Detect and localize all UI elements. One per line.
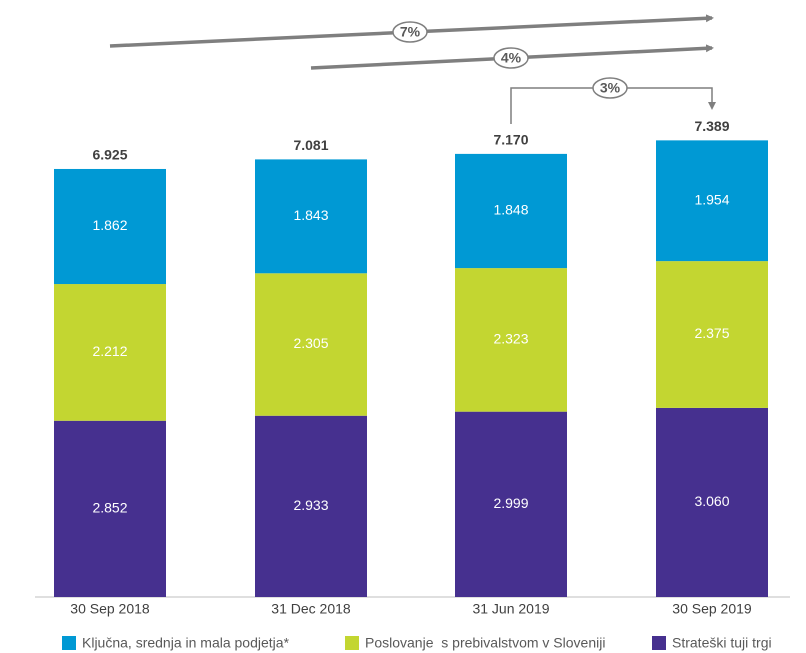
data-label: 2.305	[293, 335, 328, 351]
growth-label: 3%	[600, 80, 621, 96]
bar-segment	[54, 284, 166, 421]
legend-swatch	[62, 636, 76, 650]
legend-swatch	[345, 636, 359, 650]
bar-segment	[54, 420, 166, 597]
bar-segment	[656, 140, 768, 262]
data-label: 1.843	[293, 207, 328, 223]
x-tick-label: 30 Sep 2019	[672, 601, 752, 617]
data-label: 2.933	[293, 497, 328, 513]
bar-segment	[54, 168, 166, 285]
x-tick-label: 31 Dec 2018	[271, 601, 351, 617]
data-label: 3.060	[694, 493, 729, 509]
x-tick-label: 31 Jun 2019	[472, 601, 549, 617]
total-label: 7.389	[694, 118, 729, 134]
data-label: 2.852	[92, 500, 127, 516]
data-label: 1.954	[694, 191, 729, 207]
growth-badge	[493, 47, 529, 69]
data-label: 2.323	[493, 331, 528, 347]
legend-label: Poslovanje s prebivalstvom v Sloveniji	[365, 635, 605, 651]
legend-label: Ključna, srednja in mala podjetja*	[82, 635, 290, 651]
bar-segment	[455, 268, 567, 412]
bar-segment	[656, 407, 768, 597]
bar-segment	[255, 415, 367, 597]
data-label: 2.375	[694, 325, 729, 341]
total-label: 7.081	[293, 137, 328, 153]
growth-label: 7%	[400, 24, 421, 40]
legend-label: Strateški tuji trgi	[672, 635, 772, 651]
data-label: 1.848	[493, 202, 528, 218]
total-label: 7.170	[493, 132, 528, 148]
data-label: 1.862	[92, 217, 127, 233]
data-label: 2.212	[92, 343, 127, 359]
legend-swatch	[652, 636, 666, 650]
total-label: 6.925	[92, 147, 127, 163]
bar-segment	[656, 261, 768, 408]
bar-segment	[255, 273, 367, 416]
growth-badge	[592, 77, 628, 99]
growth-label: 4%	[501, 50, 522, 66]
bar-segment	[455, 411, 567, 597]
bar-segment	[255, 159, 367, 274]
bar-segment	[455, 153, 567, 269]
x-tick-label: 30 Sep 2018	[70, 601, 150, 617]
growth-badge	[392, 21, 428, 43]
data-label: 2.999	[493, 495, 528, 511]
